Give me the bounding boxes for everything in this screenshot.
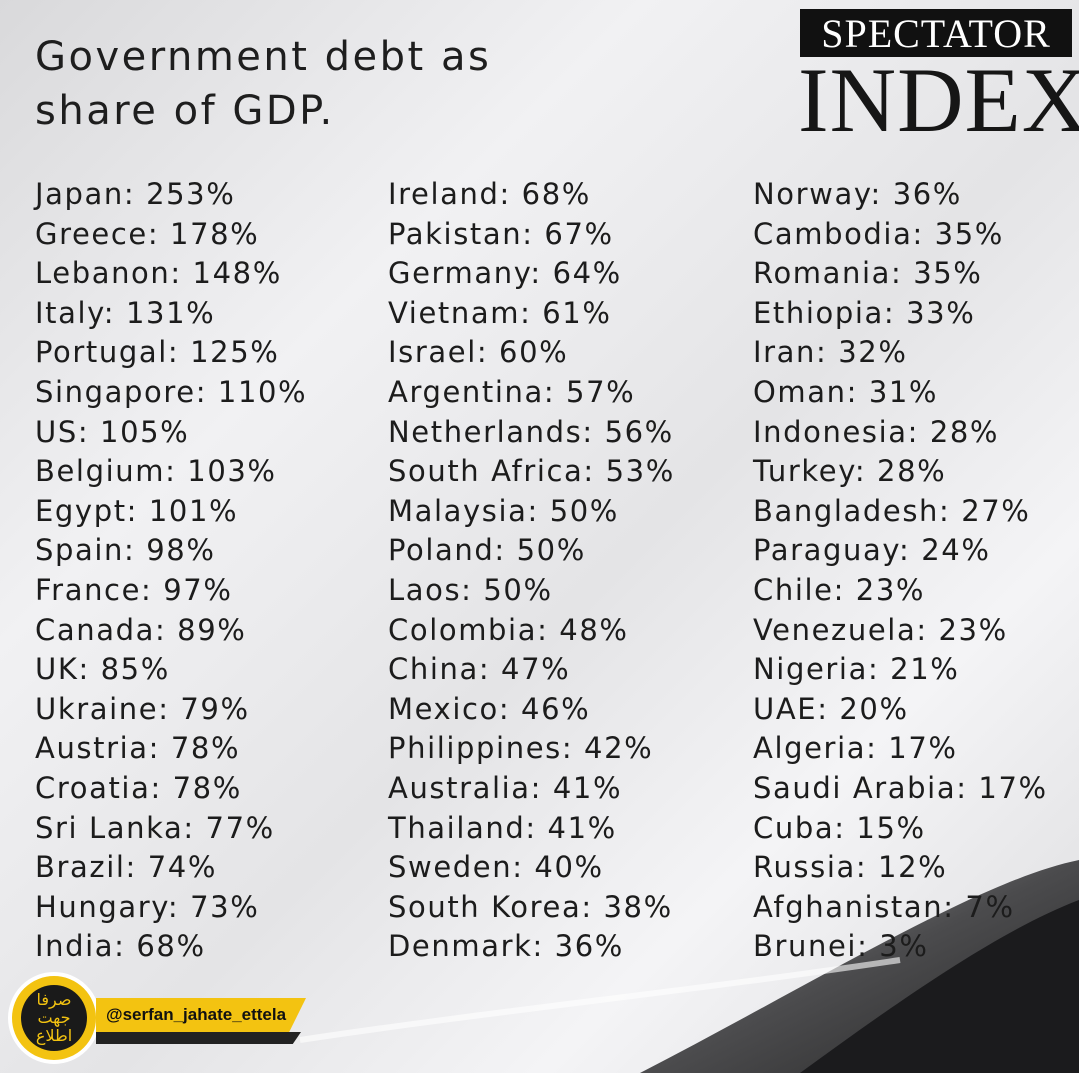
country-entry: US: 105% — [35, 414, 190, 449]
watermark-handle: @serfan_jahate_ettela — [96, 998, 306, 1032]
country-entry: Colombia: 48% — [388, 612, 629, 647]
country-entry: Indonesia: 28% — [753, 414, 1000, 449]
country-entry: Turkey: 28% — [753, 454, 947, 489]
country-entry: Afghanistan: 7% — [753, 889, 1015, 924]
country-entry: Denmark: 36% — [388, 929, 624, 964]
country-entry: Russia: 12% — [753, 850, 948, 885]
country-entry: South Korea: 38% — [388, 889, 673, 924]
handle-bar — [96, 1032, 301, 1044]
country-entry: Laos: 50% — [388, 572, 553, 607]
country-entry: Oman: 31% — [753, 374, 939, 409]
country-entry: Bangladesh: 27% — [753, 493, 1031, 528]
country-entry: Australia: 41% — [388, 770, 623, 805]
country-entry: Paraguay: 24% — [753, 533, 991, 568]
country-entry: France: 97% — [35, 572, 233, 607]
country-entry: Venezuela: 23% — [753, 612, 1008, 647]
country-entry: UK: 85% — [35, 652, 170, 687]
country-entry: Netherlands: 56% — [388, 414, 674, 449]
country-entry: India: 68% — [35, 929, 206, 964]
country-entry: Singapore: 110% — [35, 374, 308, 409]
country-entry: Sweden: 40% — [388, 850, 604, 885]
column: Ireland: 68% Pakistan: 67% Germany: 64% Vie… — [388, 175, 675, 967]
country-entry: Philippines: 42% — [388, 731, 654, 766]
country-entry: Brazil: 74% — [35, 850, 217, 885]
country-entry: Croatia: 78% — [35, 770, 242, 805]
country-entry: Chile: 23% — [753, 572, 926, 607]
country-entry: Greece: 178% — [35, 216, 260, 251]
country-entry: Ukraine: 79% — [35, 691, 250, 726]
watermark-logo: صرفا جهت اطلاع — [8, 972, 100, 1064]
country-entry: China: 47% — [388, 652, 571, 687]
title: Government debt as share of GDP. — [35, 30, 491, 138]
logo-top: SPECTATOR — [800, 9, 1072, 57]
country-entry: Ethiopia: 33% — [753, 295, 976, 330]
country-entry: Austria: 78% — [35, 731, 241, 766]
country-entry: Israel: 60% — [388, 335, 569, 370]
country-entry: Thailand: 41% — [388, 810, 617, 845]
title-line: Government debt as — [35, 34, 492, 80]
title-line: share of GDP. — [35, 88, 335, 134]
column: Japan: 253% Greece: 178% Lebanon: 148% Ital… — [35, 175, 307, 967]
country-entry: Ireland: 68% — [388, 177, 591, 211]
country-entry: Iran: 32% — [753, 335, 908, 370]
country-entry: Portugal: 125% — [35, 335, 280, 370]
country-entry: UAE: 20% — [753, 691, 909, 726]
country-entry: Canada: 89% — [35, 612, 247, 647]
country-entry: Algeria: 17% — [753, 731, 958, 766]
country-entry: Norway: 36% — [753, 177, 962, 211]
country-entry: Cambodia: 35% — [753, 216, 1004, 251]
country-entry: Brunei: 3% — [753, 929, 929, 964]
country-entry: Romania: 35% — [753, 256, 983, 291]
country-entry: Spain: 98% — [35, 533, 216, 568]
logo-bottom: INDEX — [798, 49, 1079, 151]
country-entry: Saudi Arabia: 17% — [753, 770, 1048, 805]
column: Norway: 36% Cambodia: 35% Romania: 35% Ethi… — [753, 175, 1048, 967]
country-entry: Argentina: 57% — [388, 374, 636, 409]
country-entry: Japan: 253% — [35, 177, 236, 211]
country-entry: Vietnam: 61% — [388, 295, 612, 330]
country-entry: Germany: 64% — [388, 256, 622, 291]
country-entry: Hungary: 73% — [35, 889, 260, 924]
country-entry: Egypt: 101% — [35, 493, 239, 528]
country-entry: Mexico: 46% — [388, 691, 591, 726]
country-entry: Lebanon: 148% — [35, 256, 282, 291]
country-entry: South Africa: 53% — [388, 454, 675, 489]
country-entry: Cuba: 15% — [753, 810, 926, 845]
country-entry: Sri Lanka: 77% — [35, 810, 275, 845]
country-entry: Italy: 131% — [35, 295, 216, 330]
country-entry: Malaysia: 50% — [388, 493, 619, 528]
country-entry: Pakistan: 67% — [388, 216, 614, 251]
country-entry: Poland: 50% — [388, 533, 586, 568]
country-entry: Belgium: 103% — [35, 454, 277, 489]
country-entry: Nigeria: 21% — [753, 652, 960, 687]
logo-text: صرفا جهت اطلاع — [21, 985, 87, 1051]
